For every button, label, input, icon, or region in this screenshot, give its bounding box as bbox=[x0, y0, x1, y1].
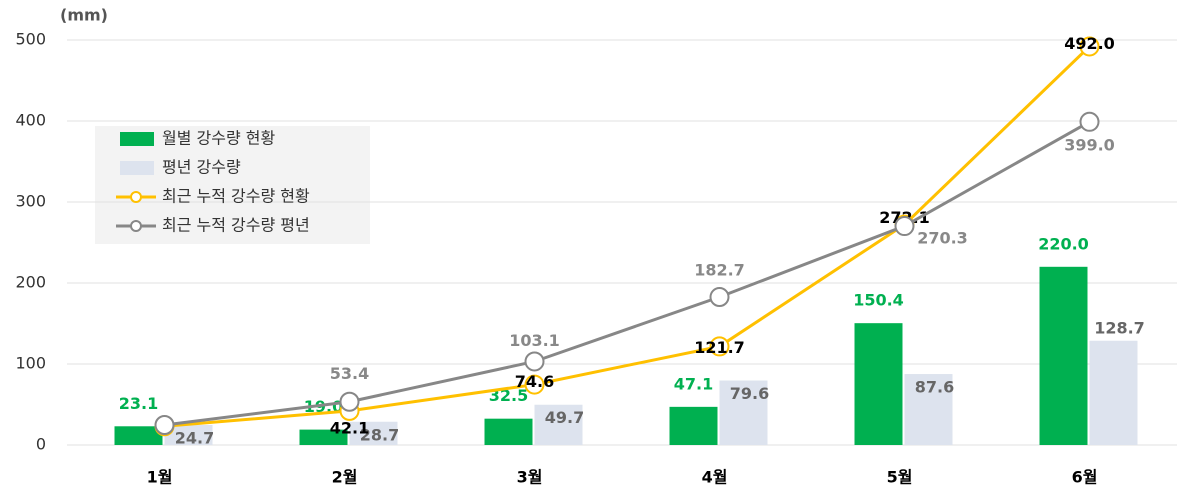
line-marker bbox=[154, 414, 175, 435]
bar-label: 23.1 bbox=[119, 394, 158, 413]
unit-label: (mm) bbox=[60, 6, 108, 25]
y-tick-label: 400 bbox=[15, 111, 46, 130]
line-marker bbox=[1079, 36, 1100, 57]
bar-label: 47.1 bbox=[674, 374, 713, 393]
line-marker bbox=[339, 391, 360, 412]
line-label: 42.1 bbox=[330, 418, 369, 437]
line-marker bbox=[894, 216, 915, 237]
legend-swatch bbox=[130, 191, 142, 203]
line bbox=[164, 120, 1091, 427]
legend-label: 최근 누적 강수량 평년 bbox=[162, 216, 310, 235]
line-marker bbox=[524, 374, 545, 395]
line-label: 492.0 bbox=[1064, 34, 1115, 53]
bar-label: 220.0 bbox=[1038, 234, 1089, 253]
legend-swatch bbox=[120, 132, 154, 146]
line-marker bbox=[1079, 111, 1100, 132]
y-tick-label: 0 bbox=[36, 435, 46, 454]
x-tick-label: 6월 bbox=[1072, 468, 1098, 487]
line-label: 53.4 bbox=[330, 364, 369, 383]
legend-label: 평년 강수량 bbox=[162, 158, 241, 177]
bar-label: 79.6 bbox=[730, 384, 769, 403]
bar bbox=[484, 418, 533, 445]
y-tick-label: 200 bbox=[15, 273, 46, 292]
bar-label: 150.4 bbox=[853, 291, 904, 310]
line bbox=[164, 45, 1091, 428]
bar bbox=[854, 323, 903, 445]
bar bbox=[1039, 266, 1088, 445]
line-marker bbox=[709, 336, 730, 357]
x-tick-label: 2월 bbox=[332, 468, 358, 487]
legend-swatch bbox=[120, 161, 154, 175]
bar bbox=[114, 426, 163, 445]
bar bbox=[299, 429, 348, 445]
bar bbox=[534, 404, 583, 445]
bar-label: 128.7 bbox=[1094, 318, 1145, 337]
x-tick-label: 3월 bbox=[517, 468, 543, 487]
line-label: 182.7 bbox=[694, 261, 745, 280]
bar bbox=[1089, 340, 1138, 445]
line-marker bbox=[709, 287, 730, 308]
legend-label: 월별 강수량 현황 bbox=[162, 129, 275, 148]
line-marker bbox=[524, 351, 545, 372]
bar-label: 24.7 bbox=[175, 428, 214, 447]
bar bbox=[904, 374, 953, 445]
bar-label: 49.7 bbox=[545, 408, 584, 427]
bar bbox=[719, 380, 768, 445]
line-label: 270.3 bbox=[917, 229, 968, 248]
y-tick-label: 300 bbox=[15, 192, 46, 211]
legend-swatch bbox=[130, 220, 142, 232]
x-tick-label: 1월 bbox=[147, 468, 173, 487]
bar bbox=[164, 424, 213, 445]
line-label: 121.7 bbox=[694, 338, 745, 357]
line-label: 103.1 bbox=[509, 331, 560, 350]
x-tick-label: 5월 bbox=[887, 468, 913, 487]
legend-label: 최근 누적 강수량 현황 bbox=[162, 187, 310, 206]
bar-label: 28.7 bbox=[360, 425, 399, 444]
bar bbox=[669, 406, 718, 445]
x-tick-label: 4월 bbox=[702, 468, 728, 487]
bar-label: 87.6 bbox=[915, 378, 954, 397]
bar bbox=[349, 421, 398, 445]
y-tick-label: 500 bbox=[15, 30, 46, 49]
line-label: 74.6 bbox=[515, 372, 554, 391]
line-label: 399.0 bbox=[1064, 135, 1115, 154]
y-tick-label: 100 bbox=[15, 354, 46, 373]
